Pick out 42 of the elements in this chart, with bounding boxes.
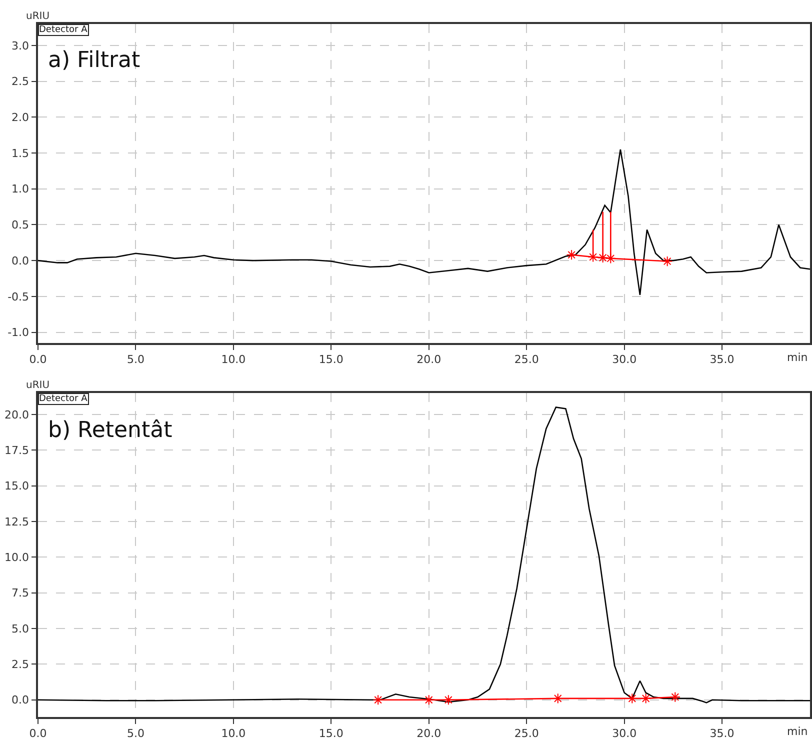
y-tick-label: 10.0: [4, 550, 30, 564]
text: a) Filtrat: [48, 48, 140, 73]
y-tick-label: 1.5: [12, 146, 30, 160]
y-tick-label: 12.5: [4, 515, 30, 528]
x-tick-label: 5.0: [126, 726, 144, 740]
y-tick-label: 17.5: [4, 444, 30, 457]
x-tick-label: 30.0: [612, 726, 637, 740]
y-tick-label: 0.0: [12, 254, 30, 268]
y-tick-label: -1.0: [8, 326, 30, 340]
y-tick-label: 0.5: [12, 218, 30, 232]
y-tick-label: -0.5: [8, 290, 30, 304]
x-axis-title: min: [787, 725, 808, 738]
y-tick-label: 3.0: [12, 39, 30, 52]
y-tick-label: 7.5: [12, 586, 30, 600]
y-tick-label: 2.5: [12, 75, 30, 88]
x-tick-label: 10.0: [221, 352, 246, 366]
y-axis-title: uRIU: [26, 380, 50, 391]
x-tick-label: 35.0: [710, 352, 734, 366]
x-tick-label: 0.0: [29, 726, 47, 740]
x-axis-title: min: [787, 351, 808, 364]
y-tick-label: 2.0: [12, 111, 30, 124]
y-tick-label: 5.0: [12, 622, 30, 636]
x-tick-label: 35.0: [710, 726, 734, 740]
x-tick-label: 15.0: [318, 352, 344, 366]
y-axis-title: uRIU: [26, 11, 50, 22]
y-tick-label: 0.0: [12, 694, 30, 707]
y-tick-label: 20.0: [4, 408, 30, 422]
y-tick-label: 15.0: [4, 480, 30, 493]
x-tick-label: 15.0: [318, 726, 344, 740]
x-tick-label: 25.0: [514, 352, 539, 366]
x-tick-label: 20.0: [416, 352, 442, 366]
x-tick-label: 10.0: [221, 726, 246, 740]
y-tick-label: 1.0: [12, 182, 30, 196]
y-tick-label: 2.5: [12, 658, 30, 672]
x-tick-label: 5.0: [126, 352, 144, 366]
x-tick-label: 0.0: [29, 352, 47, 366]
annotation: Detector A: [39, 25, 88, 35]
annotation: Detector A: [39, 394, 88, 404]
x-tick-label: 30.0: [612, 352, 637, 366]
text: b) Retentât: [48, 418, 173, 443]
x-tick-label: 25.0: [514, 726, 539, 740]
x-tick-label: 20.0: [416, 726, 442, 740]
